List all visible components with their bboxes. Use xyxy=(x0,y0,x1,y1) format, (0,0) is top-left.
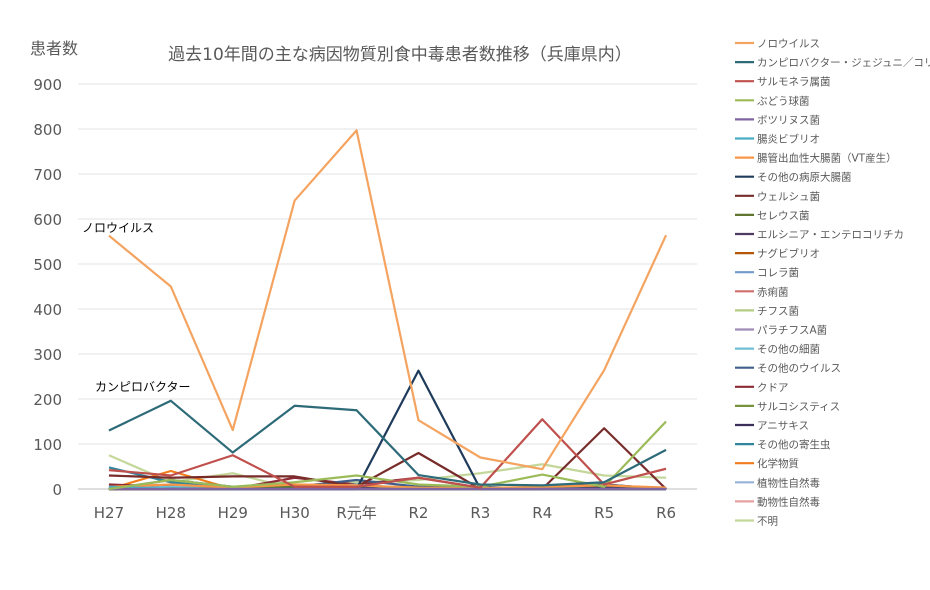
legend-item: カンピロバクター・ジェジュニ／コリ xyxy=(735,57,930,69)
legend-item: 腸炎ビブリオ xyxy=(735,133,820,146)
annotation-norovirus: ノロウイルス xyxy=(82,221,154,235)
legend-item: その他の病原大腸菌 xyxy=(735,171,852,184)
series-line xyxy=(108,399,667,487)
x-tick-label: R3 xyxy=(470,504,490,522)
legend-item: ぶどう球菌 xyxy=(735,94,810,107)
series-line xyxy=(108,427,667,491)
legend-label: ウェルシュ菌 xyxy=(757,191,820,203)
legend-item: セレウス菌 xyxy=(735,210,810,222)
chart-title: 過去10年間の主な病因物質別食中毒患者数推移（兵庫県内） xyxy=(168,45,632,65)
x-tick-label: H28 xyxy=(156,504,186,522)
x-tick-label: R6 xyxy=(656,504,676,522)
legend-label: サルモネラ属菌 xyxy=(757,76,831,88)
legend-label: その他のウイルス xyxy=(757,362,841,375)
legend-item: クドア xyxy=(735,382,789,394)
legend-item: 化学物質 xyxy=(735,457,799,470)
legend-label: 不明 xyxy=(757,516,778,528)
legend-label: パラチフスA菌 xyxy=(757,325,827,337)
legend-item: ボツリヌス菌 xyxy=(735,114,820,126)
annotation-campylobacter: カンピロバクター xyxy=(95,380,191,394)
series-line xyxy=(108,129,668,471)
legend-item: 植物性自然毒 xyxy=(735,476,820,489)
legend-label: ノロウイルス xyxy=(757,38,820,50)
legend-item: その他の細菌 xyxy=(735,343,820,356)
x-tick-label: H27 xyxy=(94,504,124,522)
legend-label: 赤痢菌 xyxy=(757,285,789,298)
y-tick-label: 800 xyxy=(33,121,62,139)
legend-item: エルシニア・エンテロコリチカ xyxy=(735,229,904,241)
y-tick-label: 0 xyxy=(52,481,62,499)
legend-label: ボツリヌス菌 xyxy=(757,114,820,126)
x-tick-label: R4 xyxy=(532,504,552,522)
legend-label: クドア xyxy=(757,382,789,394)
x-tick-label: R元年 xyxy=(336,504,376,522)
y-axis-label: 患者数 xyxy=(30,39,78,58)
legend-item: その他のウイルス xyxy=(735,362,841,375)
legend-item: サルモネラ属菌 xyxy=(735,76,831,88)
legend-label: アニサキス xyxy=(757,420,809,432)
x-tick-label: R2 xyxy=(408,504,428,522)
series-line xyxy=(108,418,667,489)
legend-item: 腸管出血性大腸菌（VT産生） xyxy=(735,152,897,165)
legend-label: 植物性自然毒 xyxy=(757,476,820,489)
legend-label: 腸炎ビブリオ xyxy=(757,133,820,146)
legend-item: パラチフスA菌 xyxy=(735,325,827,337)
legend-label: その他の寄生虫 xyxy=(757,438,831,451)
legend-label: サルコシスティス xyxy=(757,401,840,413)
legend-item: チフス菌 xyxy=(735,305,799,317)
x-tick-label: H29 xyxy=(218,504,248,522)
legend-label: セレウス菌 xyxy=(757,210,810,222)
legend-item: 赤痢菌 xyxy=(735,285,789,298)
legend-label: ぶどう球菌 xyxy=(757,94,810,107)
legend-item: サルコシスティス xyxy=(735,401,840,413)
legend-item: ナグビブリオ xyxy=(735,247,820,260)
y-tick-label: 600 xyxy=(33,211,62,229)
x-tick-label: H30 xyxy=(279,504,309,522)
y-tick-label: 200 xyxy=(33,391,62,409)
y-tick-label: 500 xyxy=(33,256,62,274)
legend-label: その他の病原大腸菌 xyxy=(757,171,852,184)
legend-label: 動物性自然毒 xyxy=(757,495,820,508)
y-tick-label: 700 xyxy=(33,166,62,184)
legend-item: ウェルシュ菌 xyxy=(735,191,820,203)
legend-label: チフス菌 xyxy=(757,305,799,317)
legend-item: アニサキス xyxy=(735,420,809,432)
legend-label: コレラ菌 xyxy=(757,267,799,279)
legend-label: 化学物質 xyxy=(757,457,799,470)
legend-item: その他の寄生虫 xyxy=(735,438,831,451)
legend-item: 動物性自然毒 xyxy=(735,495,820,508)
legend-label: エルシニア・エンテロコリチカ xyxy=(757,229,904,241)
legend-item: ノロウイルス xyxy=(735,38,820,50)
x-tick-label: R5 xyxy=(594,504,614,522)
y-tick-label: 900 xyxy=(33,76,62,94)
series-line xyxy=(108,420,667,491)
y-tick-label: 300 xyxy=(33,346,62,364)
legend-item: 不明 xyxy=(735,516,778,528)
legend-label: その他の細菌 xyxy=(757,343,820,356)
y-tick-label: 100 xyxy=(33,436,62,454)
legend-item: コレラ菌 xyxy=(735,267,799,279)
y-tick-label: 400 xyxy=(33,301,62,319)
legend-label: ナグビブリオ xyxy=(757,247,820,260)
legend-label: 腸管出血性大腸菌（VT産生） xyxy=(757,152,897,165)
series-line xyxy=(108,483,667,490)
legend-label: カンピロバクター・ジェジュニ／コリ xyxy=(757,57,930,69)
